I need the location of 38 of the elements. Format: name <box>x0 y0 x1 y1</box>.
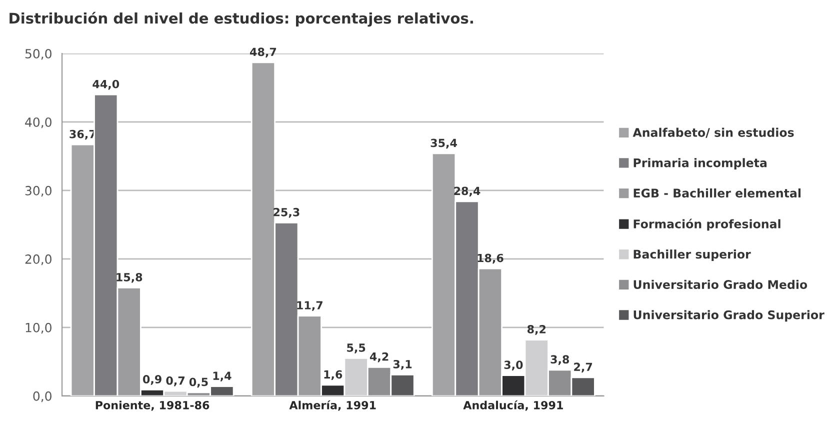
y-tick-label: 0,0 <box>33 391 52 402</box>
data-label: 1,6 <box>324 370 342 380</box>
legend-label: Bachiller superior <box>634 250 751 261</box>
legend-label: Formación profesional <box>634 218 780 231</box>
x-tick-label: Poniente, 1981-86 <box>96 400 210 411</box>
data-label: 3,1 <box>393 360 412 370</box>
y-tick-label: 40,0 <box>25 117 52 128</box>
data-label: 18,6 <box>478 254 504 264</box>
data-label: 15,8 <box>116 272 142 283</box>
data-label: 0,9 <box>142 375 162 385</box>
data-label: 48,7 <box>250 48 276 58</box>
chart-title: Distribución del nivel de estudios: porcentajes relativos. <box>10 12 473 27</box>
legend-label: Analfabeto/ sin estudios <box>632 128 794 138</box>
data-label: 35,4 <box>430 138 457 149</box>
y-tick-label: 10,0 <box>26 322 52 334</box>
y-tick-label: 20,0 <box>25 254 52 266</box>
data-label: 5,5 <box>347 344 366 354</box>
data-label: 28,4 <box>454 186 480 197</box>
data-label: 0,5 <box>189 378 208 388</box>
legend-label: Universitario Grado Superior <box>634 310 824 322</box>
y-tick-label: 50,0 <box>25 48 52 60</box>
legend-label: Primaria incompleta <box>634 158 767 170</box>
y-tick-label: 30,0 <box>25 186 52 197</box>
data-label: 1,4 <box>213 372 232 382</box>
data-label: 3,8 <box>550 355 570 365</box>
data-label: 44,0 <box>92 80 120 90</box>
data-label: 25,3 <box>274 208 300 218</box>
data-label: 2,7 <box>574 362 592 373</box>
data-label: 11,7 <box>297 301 322 311</box>
data-label: 3,0 <box>504 360 523 370</box>
data-label: 4,2 <box>370 352 388 362</box>
data-label: 0,7 <box>166 376 184 386</box>
legend-label: Universitario Grado Medio <box>634 280 808 289</box>
legend-label: EGB - Bachiller elemental <box>634 188 800 198</box>
data-label: 36,7 <box>70 130 96 140</box>
x-tick-label: Andalucía, 1991 <box>463 400 563 411</box>
x-tick-label: Almería, 1991 <box>289 400 376 411</box>
data-label: 8,2 <box>527 325 546 335</box>
